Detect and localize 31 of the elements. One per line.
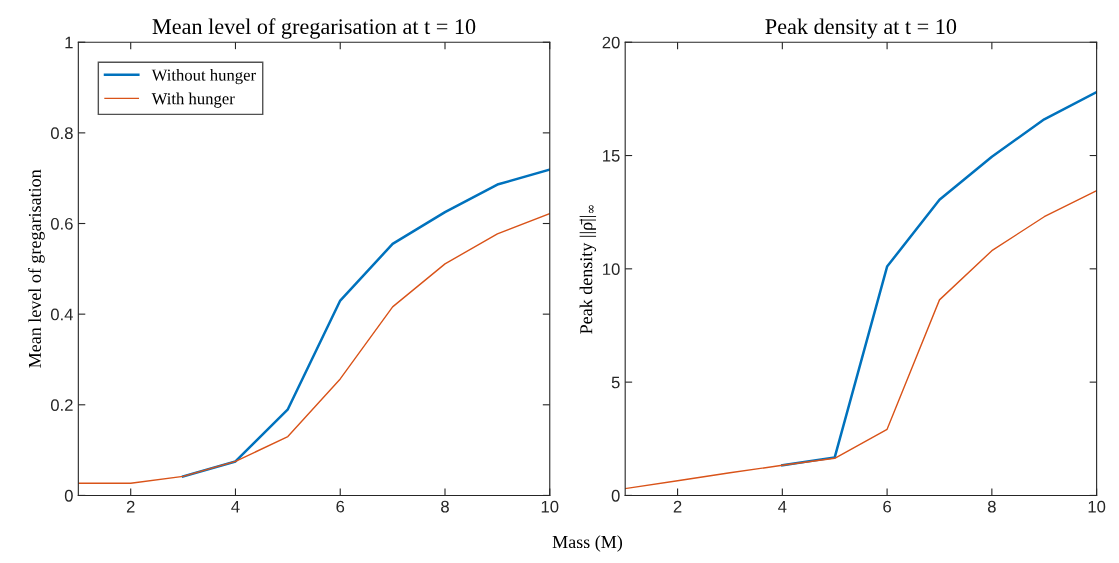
y-tick-label: 0.2: [50, 399, 73, 411]
y-tick-label: 20: [602, 36, 620, 49]
x-tick-label: 2: [126, 500, 135, 513]
x-tick-label: 8: [987, 500, 996, 513]
y-tick-label: 0.6: [50, 217, 73, 230]
x-tick-label: 10: [541, 500, 559, 513]
y-tick-label: 0.8: [50, 127, 73, 140]
x-tick-label: 2: [673, 500, 682, 513]
legend-label: Without hunger: [151, 68, 256, 85]
x-tick-label: 10: [1088, 500, 1106, 513]
y-tick-label: 1: [65, 36, 73, 49]
x-tick-label: 4: [231, 500, 240, 513]
line-series: [625, 189, 1097, 490]
y-axis-title: Mean level of gregarisation: [28, 169, 45, 368]
line-series: [78, 212, 550, 484]
legend-label: With hunger: [151, 92, 235, 108]
x-tick-label: 8: [441, 500, 449, 513]
x-tick-label: 6: [336, 500, 345, 513]
y-tick-label: 0: [611, 489, 620, 502]
y-tick-label: 0.4: [50, 308, 73, 321]
x-tick-label: 6: [883, 500, 891, 513]
chart-title: Mean level of gregarisation at t = 10: [152, 18, 476, 39]
line-series: [781, 90, 1097, 467]
x-axis-title: Mass (M): [552, 535, 623, 552]
y-tick-label: 15: [603, 150, 620, 162]
y-tick-label: 0: [64, 489, 73, 502]
chart-title: Peak density at t = 10: [765, 18, 957, 39]
x-tick-label: 4: [778, 500, 787, 513]
y-tick-label: 10: [603, 263, 620, 276]
y-tick-label: 5: [611, 376, 620, 389]
y-axis-title: Peak density ||ρ̄||$_{∞}$: [579, 205, 597, 334]
